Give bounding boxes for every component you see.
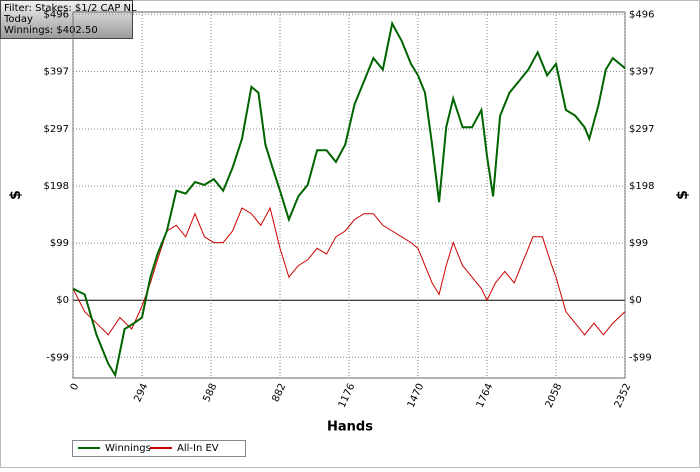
- y2-axis-label: $: [675, 190, 691, 200]
- legend-label: All-In EV: [177, 443, 219, 454]
- y-tick-label: $99: [50, 238, 69, 249]
- y2-tick-label: -$99: [629, 352, 652, 363]
- filter-box: [0, 0, 133, 39]
- y-tick-label: -$99: [46, 352, 69, 363]
- y2-tick-label: $0: [629, 295, 642, 306]
- y-tick-label: $397: [44, 66, 69, 77]
- series-line: [72, 206, 626, 336]
- y2-tick-label: $198: [629, 181, 654, 192]
- filter-line: Winnings: $402.50: [4, 25, 98, 36]
- y2-tick-label: $397: [629, 66, 654, 77]
- series-line: [72, 20, 626, 378]
- x-axis-label: Hands: [327, 420, 373, 435]
- y2-tick-label: $99: [629, 238, 648, 249]
- y-tick-label: $297: [44, 124, 69, 135]
- y-axis-label: $: [8, 190, 24, 200]
- y2-tick-label: $297: [629, 124, 654, 135]
- legend-label: Winnings: [105, 443, 151, 454]
- filter-line: Today: [3, 14, 33, 25]
- x-tick-label: 0: [69, 382, 82, 392]
- y-tick-label: $0: [56, 295, 69, 306]
- y-tick-label: $496: [44, 9, 69, 20]
- y-tick-label: $198: [44, 181, 69, 192]
- y2-tick-label: $496: [629, 9, 654, 20]
- filter-line: Filter: Stakes: $1/2 CAP NL: [4, 3, 137, 14]
